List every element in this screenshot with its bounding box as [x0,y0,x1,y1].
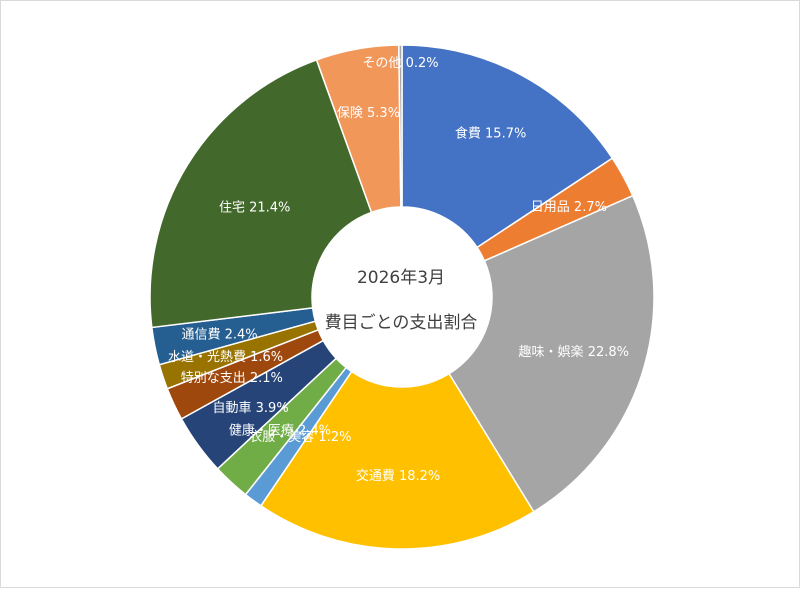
slice-label-10: 住宅 21.4% [219,200,290,215]
slice-label-7: 特別な支出 2.1% [181,371,283,386]
slice-label-5: 健康・医療 2.4% [229,422,331,438]
slice-label-name-3: 交通費 [356,468,399,484]
slice-12 [398,44,403,208]
slice-label-value-4: 1.2% [318,430,351,445]
slice-label-6: 自動車 3.9% [213,401,289,416]
slice-0 [401,44,614,249]
slice-label-12: その他 0.2% [362,56,438,71]
slice-label-8: 水道・光熱費 1.6% [168,350,283,365]
slice-label-name-0: 食費 [455,125,485,141]
slice-label-value-11: 5.3% [367,106,400,121]
slice-label-name-4: 衣服・美容 [249,429,318,445]
slice-label-name-2: 趣味・娯楽 [519,344,588,360]
slice-label-value-9: 2.4% [225,327,258,342]
slice-label-4: 衣服・美容 1.2% [249,429,351,445]
slice-label-value-1: 2.7% [574,200,607,215]
slice-label-name-6: 自動車 [213,401,256,416]
slice-label-name-5: 健康・医療 [229,422,298,438]
slice-label-value-3: 18.2% [399,469,440,484]
slice-2 [448,194,655,513]
slice-label-value-5: 2.4% [298,423,331,438]
slice-label-name-11: 保険 [337,106,367,121]
slice-label-name-10: 住宅 [219,200,249,215]
slice-label-value-10: 21.4% [249,200,290,215]
slice-label-11: 保険 5.3% [337,106,400,121]
slice-label-2: 趣味・娯楽 22.8% [519,344,629,360]
slice-label-name-8: 水道・光熱費 [168,350,250,365]
slice-label-value-7: 2.1% [250,371,283,386]
slice-label-value-12: 0.2% [406,56,439,71]
slice-label-value-0: 15.7% [485,126,526,141]
slice-label-1: 日用品 2.7% [531,200,607,215]
slice-label-name-7: 特別な支出 [181,371,250,386]
slice-label-name-1: 日用品 [531,200,574,215]
slice-label-value-6: 3.9% [256,401,289,416]
slice-3 [259,370,535,550]
center-title-line-1: 2026年3月 [357,268,445,288]
slice-label-3: 交通費 18.2% [356,468,440,484]
slice-label-name-12: その他 [362,56,405,71]
slice-label-9: 通信費 2.4% [181,327,257,342]
slice-label-value-8: 1.6% [250,350,283,365]
slice-label-name-9: 通信費 [181,327,224,342]
slice-10 [149,58,373,329]
center-title-line-2: 費目ごとの支出割合 [325,313,478,333]
slice-label-0: 食費 15.7% [455,125,526,141]
slice-label-value-2: 22.8% [588,345,629,360]
